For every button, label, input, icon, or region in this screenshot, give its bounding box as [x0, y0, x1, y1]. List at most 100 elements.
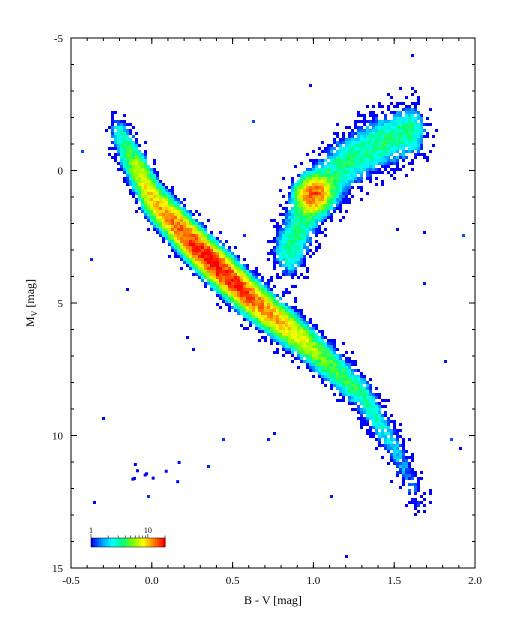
- density-cell: [351, 174, 354, 177]
- density-cell: [288, 318, 291, 321]
- density-cell: [393, 150, 396, 153]
- density-cell: [186, 237, 189, 240]
- density-cell: [360, 384, 363, 387]
- density-cell: [297, 252, 300, 255]
- density-cell: [282, 258, 285, 261]
- density-cell: [381, 141, 384, 144]
- density-cell: [300, 201, 303, 204]
- density-cell: [120, 165, 123, 168]
- density-cell: [207, 243, 210, 246]
- density-cell: [240, 273, 243, 276]
- density-cell: [393, 159, 396, 162]
- density-cell: [243, 288, 246, 291]
- density-cell: [411, 147, 414, 150]
- density-cell: [291, 255, 294, 258]
- density-cell: [147, 183, 150, 186]
- density-cell: [312, 195, 315, 198]
- density-cell: [312, 351, 315, 354]
- density-cell: [204, 255, 207, 258]
- density-cell: [336, 360, 339, 363]
- density-cell: [270, 288, 273, 291]
- density-cell: [306, 330, 309, 333]
- density-cell: [192, 243, 195, 246]
- density-cell: [123, 126, 126, 129]
- density-cell: [321, 357, 324, 360]
- density-cell: [366, 387, 369, 390]
- density-cell: [354, 399, 357, 402]
- density-cell: [333, 360, 336, 363]
- density-cell: [219, 279, 222, 282]
- density-cell: [375, 402, 378, 405]
- density-cell: [348, 381, 351, 384]
- density-cell: [129, 138, 132, 141]
- density-cell: [342, 195, 345, 198]
- density-cell: [300, 189, 303, 192]
- density-cell: [129, 141, 132, 144]
- density-cell: [291, 231, 294, 234]
- density-cell: [138, 174, 141, 177]
- density-cell: [399, 147, 402, 150]
- density-cell: [414, 489, 417, 492]
- density-cell: [333, 381, 336, 384]
- density-cell: [273, 252, 276, 255]
- density-cell: [198, 246, 201, 249]
- density-cell: [345, 378, 348, 381]
- density-cell: [381, 429, 384, 432]
- density-cell: [324, 150, 327, 153]
- density-cell: [240, 276, 243, 279]
- density-cell: [174, 237, 177, 240]
- density-cell: [306, 321, 309, 324]
- density-cell: [246, 306, 249, 309]
- density-cell: [360, 381, 363, 384]
- density-cell: [219, 288, 222, 291]
- density-cell: [264, 291, 267, 294]
- density-cell: [141, 159, 144, 162]
- density-cell: [324, 360, 327, 363]
- density-cell: [291, 237, 294, 240]
- density-cell: [237, 258, 240, 261]
- density-cell: [135, 171, 138, 174]
- density-cell: [156, 183, 159, 186]
- density-cell: [327, 216, 330, 219]
- colorbar-segment: [137, 538, 140, 547]
- density-cell: [153, 186, 156, 189]
- density-cell: [222, 261, 225, 264]
- density-cell: [336, 186, 339, 189]
- density-cell: [291, 219, 294, 222]
- density-cell: [222, 246, 225, 249]
- density-cell: [291, 192, 294, 195]
- density-cell: [381, 435, 384, 438]
- density-cell: [315, 180, 318, 183]
- density-cell: [366, 168, 369, 171]
- colorbar-segment: [135, 538, 138, 547]
- density-cell: [111, 111, 114, 114]
- density-cell: [300, 324, 303, 327]
- density-cell: [150, 213, 153, 216]
- density-cell: [327, 210, 330, 213]
- density-cell: [183, 258, 186, 261]
- density-cell: [366, 132, 369, 135]
- density-cell: [177, 201, 180, 204]
- density-cell: [300, 264, 303, 267]
- density-cell: [168, 234, 171, 237]
- density-cell: [384, 135, 387, 138]
- density-cell: [321, 363, 324, 366]
- density-cell: [363, 129, 366, 132]
- density-cell: [249, 282, 252, 285]
- density-cell: [219, 240, 222, 243]
- density-cell: [147, 210, 150, 213]
- density-cell: [210, 231, 213, 234]
- density-cell: [327, 357, 330, 360]
- density-cell: [204, 234, 207, 237]
- density-cell: [141, 192, 144, 195]
- density-cell: [411, 477, 414, 480]
- density-cell: [171, 231, 174, 234]
- density-cell: [300, 228, 303, 231]
- density-cell: [375, 117, 378, 120]
- density-cell: [210, 285, 213, 288]
- density-cell: [300, 333, 303, 336]
- density-cell: [126, 183, 129, 186]
- density-cell: [324, 216, 327, 219]
- colorbar-segment: [91, 538, 94, 547]
- density-cell: [129, 189, 132, 192]
